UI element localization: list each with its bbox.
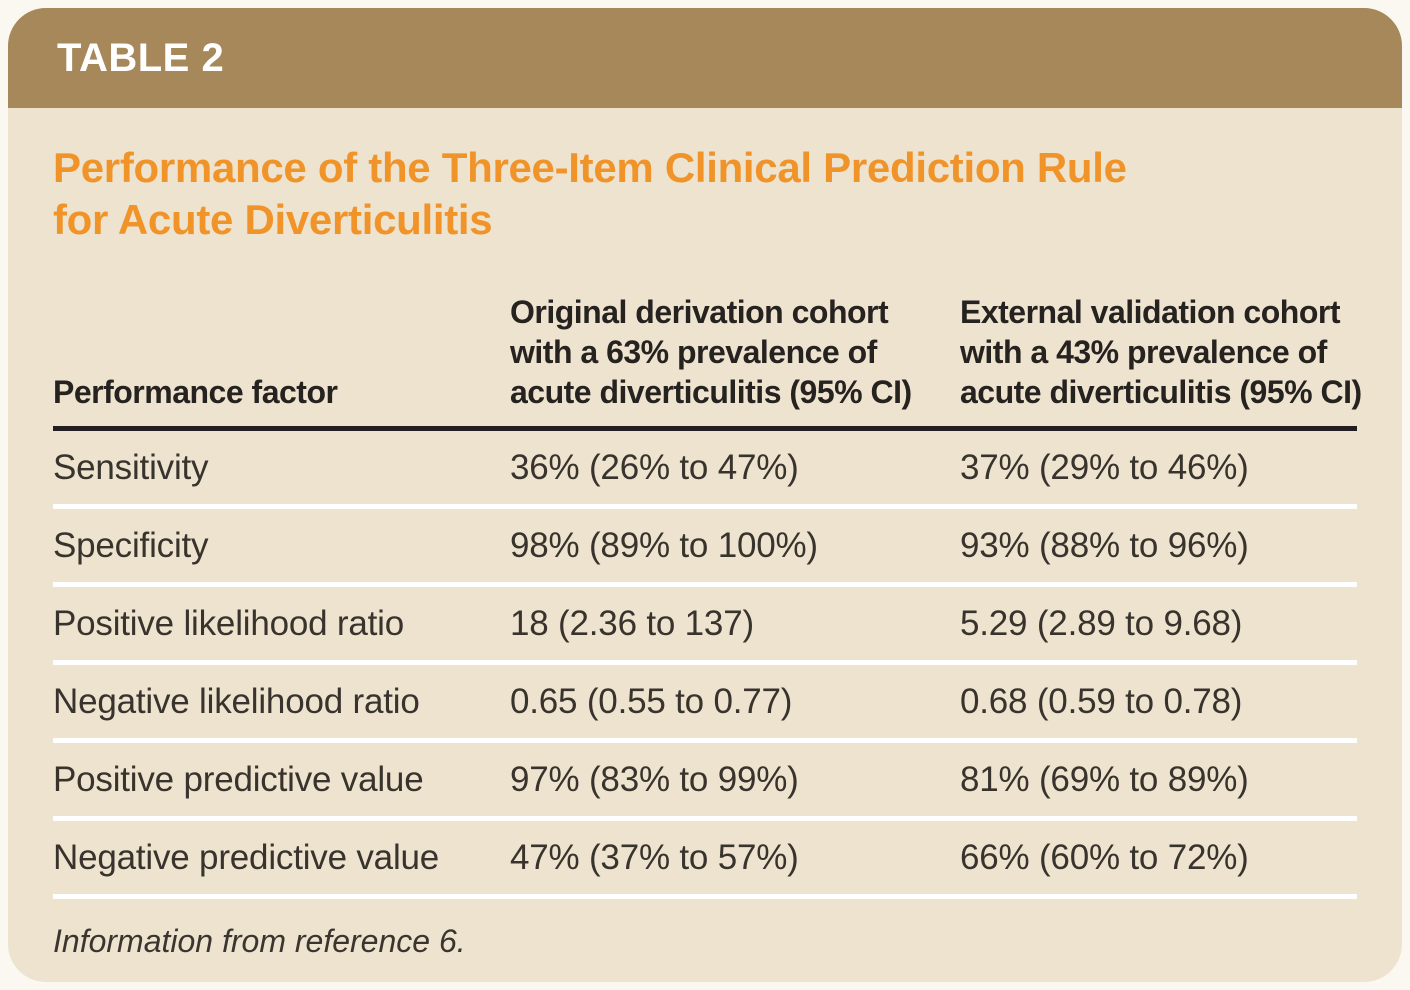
table-header-row: Performance factor Original derivation c… [53,292,1362,431]
derivation-value: 97% (83% to 99%) [510,759,799,799]
validation-header-line3: acute diverticulitis (95% CI) [960,374,1362,410]
validation-value: 37% (29% to 46%) [960,447,1249,487]
validation-value: 0.68 (0.59 to 0.78) [960,681,1243,721]
derivation-header-line2: with a 63% prevalence of [510,334,877,370]
validation-value: 5.29 (2.89 to 9.68) [960,603,1243,643]
validation-value: 93% (88% to 96%) [960,525,1249,565]
row-factor-label: Negative likelihood ratio [53,681,420,721]
row-factor-label: Sensitivity [53,447,209,487]
table-row-sensitivity: Sensitivity 36% (26% to 47%) 37% (29% to… [53,431,1357,509]
source-footnote: Information from reference 6. [53,923,466,959]
row-factor-label: Positive likelihood ratio [53,603,405,643]
table-2-panel: TABLE 2 Performance of the Three-Item Cl… [8,8,1402,982]
row-factor-label: Positive predictive value [53,759,424,799]
row-factor-label: Specificity [53,525,209,565]
validation-header-line1: External validation cohort [960,294,1340,330]
table-content-area: Performance of the Three-Item Clinical P… [8,142,1402,960]
derivation-value: 98% (89% to 100%) [510,525,818,565]
column-header-performance-factor: Performance factor [53,374,338,410]
derivation-value: 0.65 (0.55 to 0.77) [510,681,793,721]
table-header-bar: TABLE 2 [8,8,1402,108]
derivation-value: 36% (26% to 47%) [510,447,799,487]
table-row-positive-likelihood-ratio: Positive likelihood ratio 18 (2.36 to 13… [53,587,1357,665]
derivation-header-line1: Original derivation cohort [510,294,889,330]
table-row-negative-likelihood-ratio: Negative likelihood ratio 0.65 (0.55 to … [53,665,1357,743]
derivation-value: 47% (37% to 57%) [510,837,799,877]
validation-value: 81% (69% to 89%) [960,759,1249,799]
table-number-label: TABLE 2 [57,35,225,80]
table-title: Performance of the Three-Item Clinical P… [53,142,1357,246]
derivation-header-line3: acute diverticulitis (95% CI) [510,374,912,410]
column-header-derivation-cohort: Original derivation cohort with a 63% pr… [510,292,960,412]
validation-value: 66% (60% to 72%) [960,837,1249,877]
table-title-line1: Performance of the Three-Item Clinical P… [53,144,1127,191]
column-header-validation-cohort: External validation cohort with a 43% pr… [960,292,1362,412]
table-row-negative-predictive-value: Negative predictive value 47% (37% to 57… [53,821,1357,899]
row-factor-label: Negative predictive value [53,837,440,877]
table-row-positive-predictive-value: Positive predictive value 97% (83% to 99… [53,743,1357,821]
derivation-value: 18 (2.36 to 137) [510,603,754,643]
table-title-line2: for Acute Diverticulitis [53,196,493,243]
validation-header-line2: with a 43% prevalence of [960,334,1327,370]
performance-table: Performance factor Original derivation c… [53,292,1362,899]
table-row-specificity: Specificity 98% (89% to 100%) 93% (88% t… [53,509,1357,587]
